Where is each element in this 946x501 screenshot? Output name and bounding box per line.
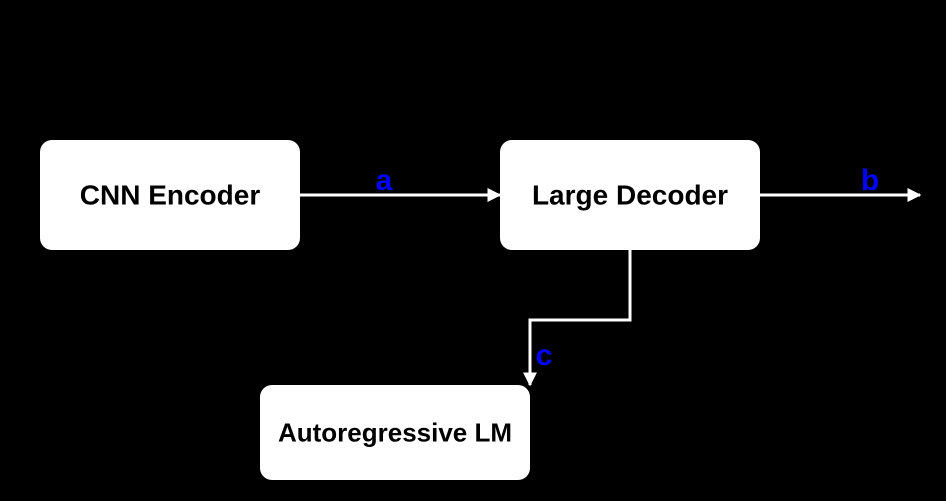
box-bottom: Autoregressive LM xyxy=(260,385,530,480)
arrow-b-letter: b xyxy=(861,164,879,197)
diagram-canvas: CNN Encoder Large Decoder Autoregressive L… xyxy=(0,0,946,501)
box-bottom-label: Autoregressive LM xyxy=(278,418,512,448)
arrow-c-letter: c xyxy=(536,339,553,372)
box-left-label: CNN Encoder xyxy=(80,180,261,211)
box-right: Large Decoder xyxy=(500,140,760,250)
box-left: CNN Encoder xyxy=(40,140,300,250)
arrow-a-letter: a xyxy=(376,164,393,197)
box-right-label: Large Decoder xyxy=(532,180,728,211)
